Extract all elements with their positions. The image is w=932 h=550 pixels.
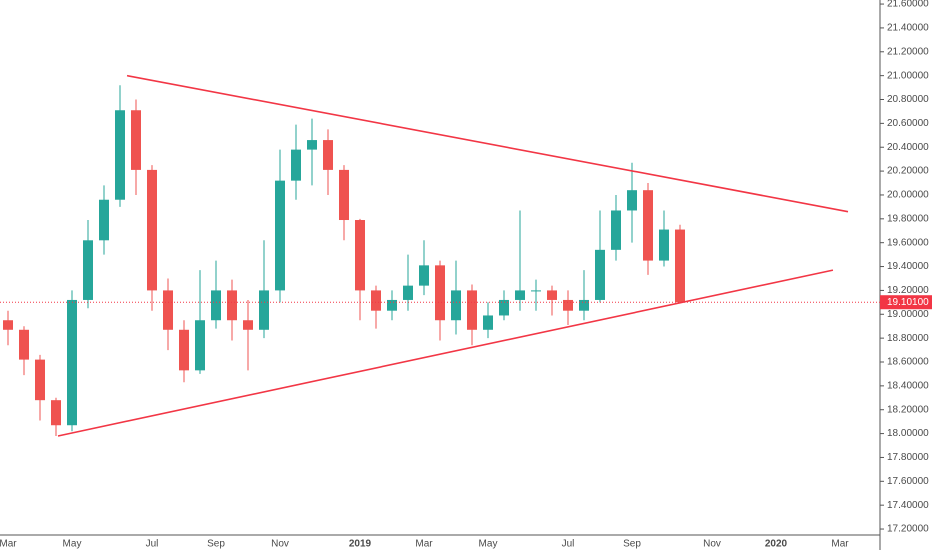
y-tick-label: 19.00000 bbox=[887, 309, 929, 320]
y-tick-label: 21.60000 bbox=[887, 0, 929, 10]
candle-body bbox=[563, 299, 573, 311]
candle-body bbox=[659, 229, 669, 261]
candle-body bbox=[275, 180, 285, 291]
candle-body bbox=[83, 240, 93, 300]
candle-body bbox=[419, 265, 429, 286]
candle-body bbox=[387, 299, 397, 311]
candle-body bbox=[179, 329, 189, 371]
trendline bbox=[126, 74, 849, 213]
candle-body bbox=[627, 190, 637, 211]
candle-body bbox=[371, 290, 381, 311]
last-price-box bbox=[880, 295, 932, 310]
y-tick-label: 20.20000 bbox=[887, 166, 929, 177]
candle-body bbox=[355, 220, 365, 291]
y-tick-label: 17.40000 bbox=[887, 500, 929, 511]
y-tick-label: 21.00000 bbox=[887, 70, 929, 81]
candle-body bbox=[323, 140, 333, 170]
x-tick-label: Jul bbox=[562, 539, 575, 550]
x-tick-label: 2019 bbox=[349, 539, 372, 550]
y-tick-label: 20.60000 bbox=[887, 118, 929, 129]
x-tick-label: May bbox=[63, 539, 82, 550]
y-tick-label: 18.60000 bbox=[887, 357, 929, 368]
y-tick-label: 18.40000 bbox=[887, 380, 929, 391]
candle-body bbox=[611, 210, 621, 250]
x-tick-label: May bbox=[479, 539, 498, 550]
candle-body bbox=[19, 329, 29, 360]
candle-body bbox=[35, 359, 45, 401]
candle-body bbox=[483, 315, 493, 330]
candle-body bbox=[547, 290, 557, 300]
x-tick-label: Jul bbox=[146, 539, 159, 550]
candle-body bbox=[131, 110, 141, 170]
x-tick-label: Sep bbox=[623, 539, 641, 550]
candle-body bbox=[595, 249, 605, 300]
candle-body bbox=[339, 169, 349, 221]
candle-body bbox=[115, 110, 125, 200]
last-price-label: 19.10100 bbox=[887, 297, 929, 308]
candle-body bbox=[307, 140, 317, 150]
candle-body bbox=[291, 149, 301, 181]
y-tick-label: 18.00000 bbox=[887, 428, 929, 439]
y-tick-label: 20.80000 bbox=[887, 94, 929, 105]
y-tick-label: 17.20000 bbox=[887, 524, 929, 535]
x-tick-label: Nov bbox=[703, 539, 721, 550]
candle-body bbox=[515, 290, 525, 300]
candle-body bbox=[643, 190, 653, 261]
candle-body bbox=[403, 285, 413, 300]
y-tick-label: 19.60000 bbox=[887, 237, 929, 248]
candle-body bbox=[451, 290, 461, 321]
candle-body bbox=[211, 290, 221, 321]
candle-body bbox=[435, 265, 445, 321]
candle-body bbox=[51, 400, 61, 426]
candle-body bbox=[99, 199, 109, 241]
y-tick-label: 20.40000 bbox=[887, 142, 929, 153]
y-tick-label: 17.60000 bbox=[887, 476, 929, 487]
candle-body bbox=[195, 320, 205, 371]
candle-body bbox=[227, 290, 237, 321]
candle-body bbox=[243, 320, 253, 330]
x-tick-label: Sep bbox=[207, 539, 225, 550]
x-tick-label: Mar bbox=[415, 539, 433, 550]
x-tick-label: 2020 bbox=[765, 539, 788, 550]
trendline bbox=[57, 269, 834, 437]
y-tick-label: 19.20000 bbox=[887, 285, 929, 296]
y-tick-label: 19.80000 bbox=[887, 213, 929, 224]
candle-body bbox=[531, 290, 541, 292]
candle-body bbox=[579, 299, 589, 311]
x-tick-label: Mar bbox=[831, 539, 849, 550]
y-tick-label: 20.00000 bbox=[887, 190, 929, 201]
candle-body bbox=[499, 299, 509, 316]
candle-body bbox=[675, 229, 685, 303]
y-tick-label: 21.40000 bbox=[887, 23, 929, 34]
candle-body bbox=[147, 169, 157, 291]
candle-body bbox=[259, 290, 269, 330]
x-tick-label: Mar bbox=[0, 539, 17, 550]
candle-body bbox=[3, 320, 13, 330]
y-tick-label: 18.80000 bbox=[887, 333, 929, 344]
candle-body bbox=[67, 299, 77, 426]
y-tick-label: 21.20000 bbox=[887, 46, 929, 57]
y-tick-label: 19.40000 bbox=[887, 261, 929, 272]
y-tick-label: 18.20000 bbox=[887, 404, 929, 415]
candle-body bbox=[163, 290, 173, 330]
x-tick-label: Nov bbox=[271, 539, 289, 550]
y-tick-label: 17.80000 bbox=[887, 452, 929, 463]
candle-body bbox=[467, 290, 477, 330]
